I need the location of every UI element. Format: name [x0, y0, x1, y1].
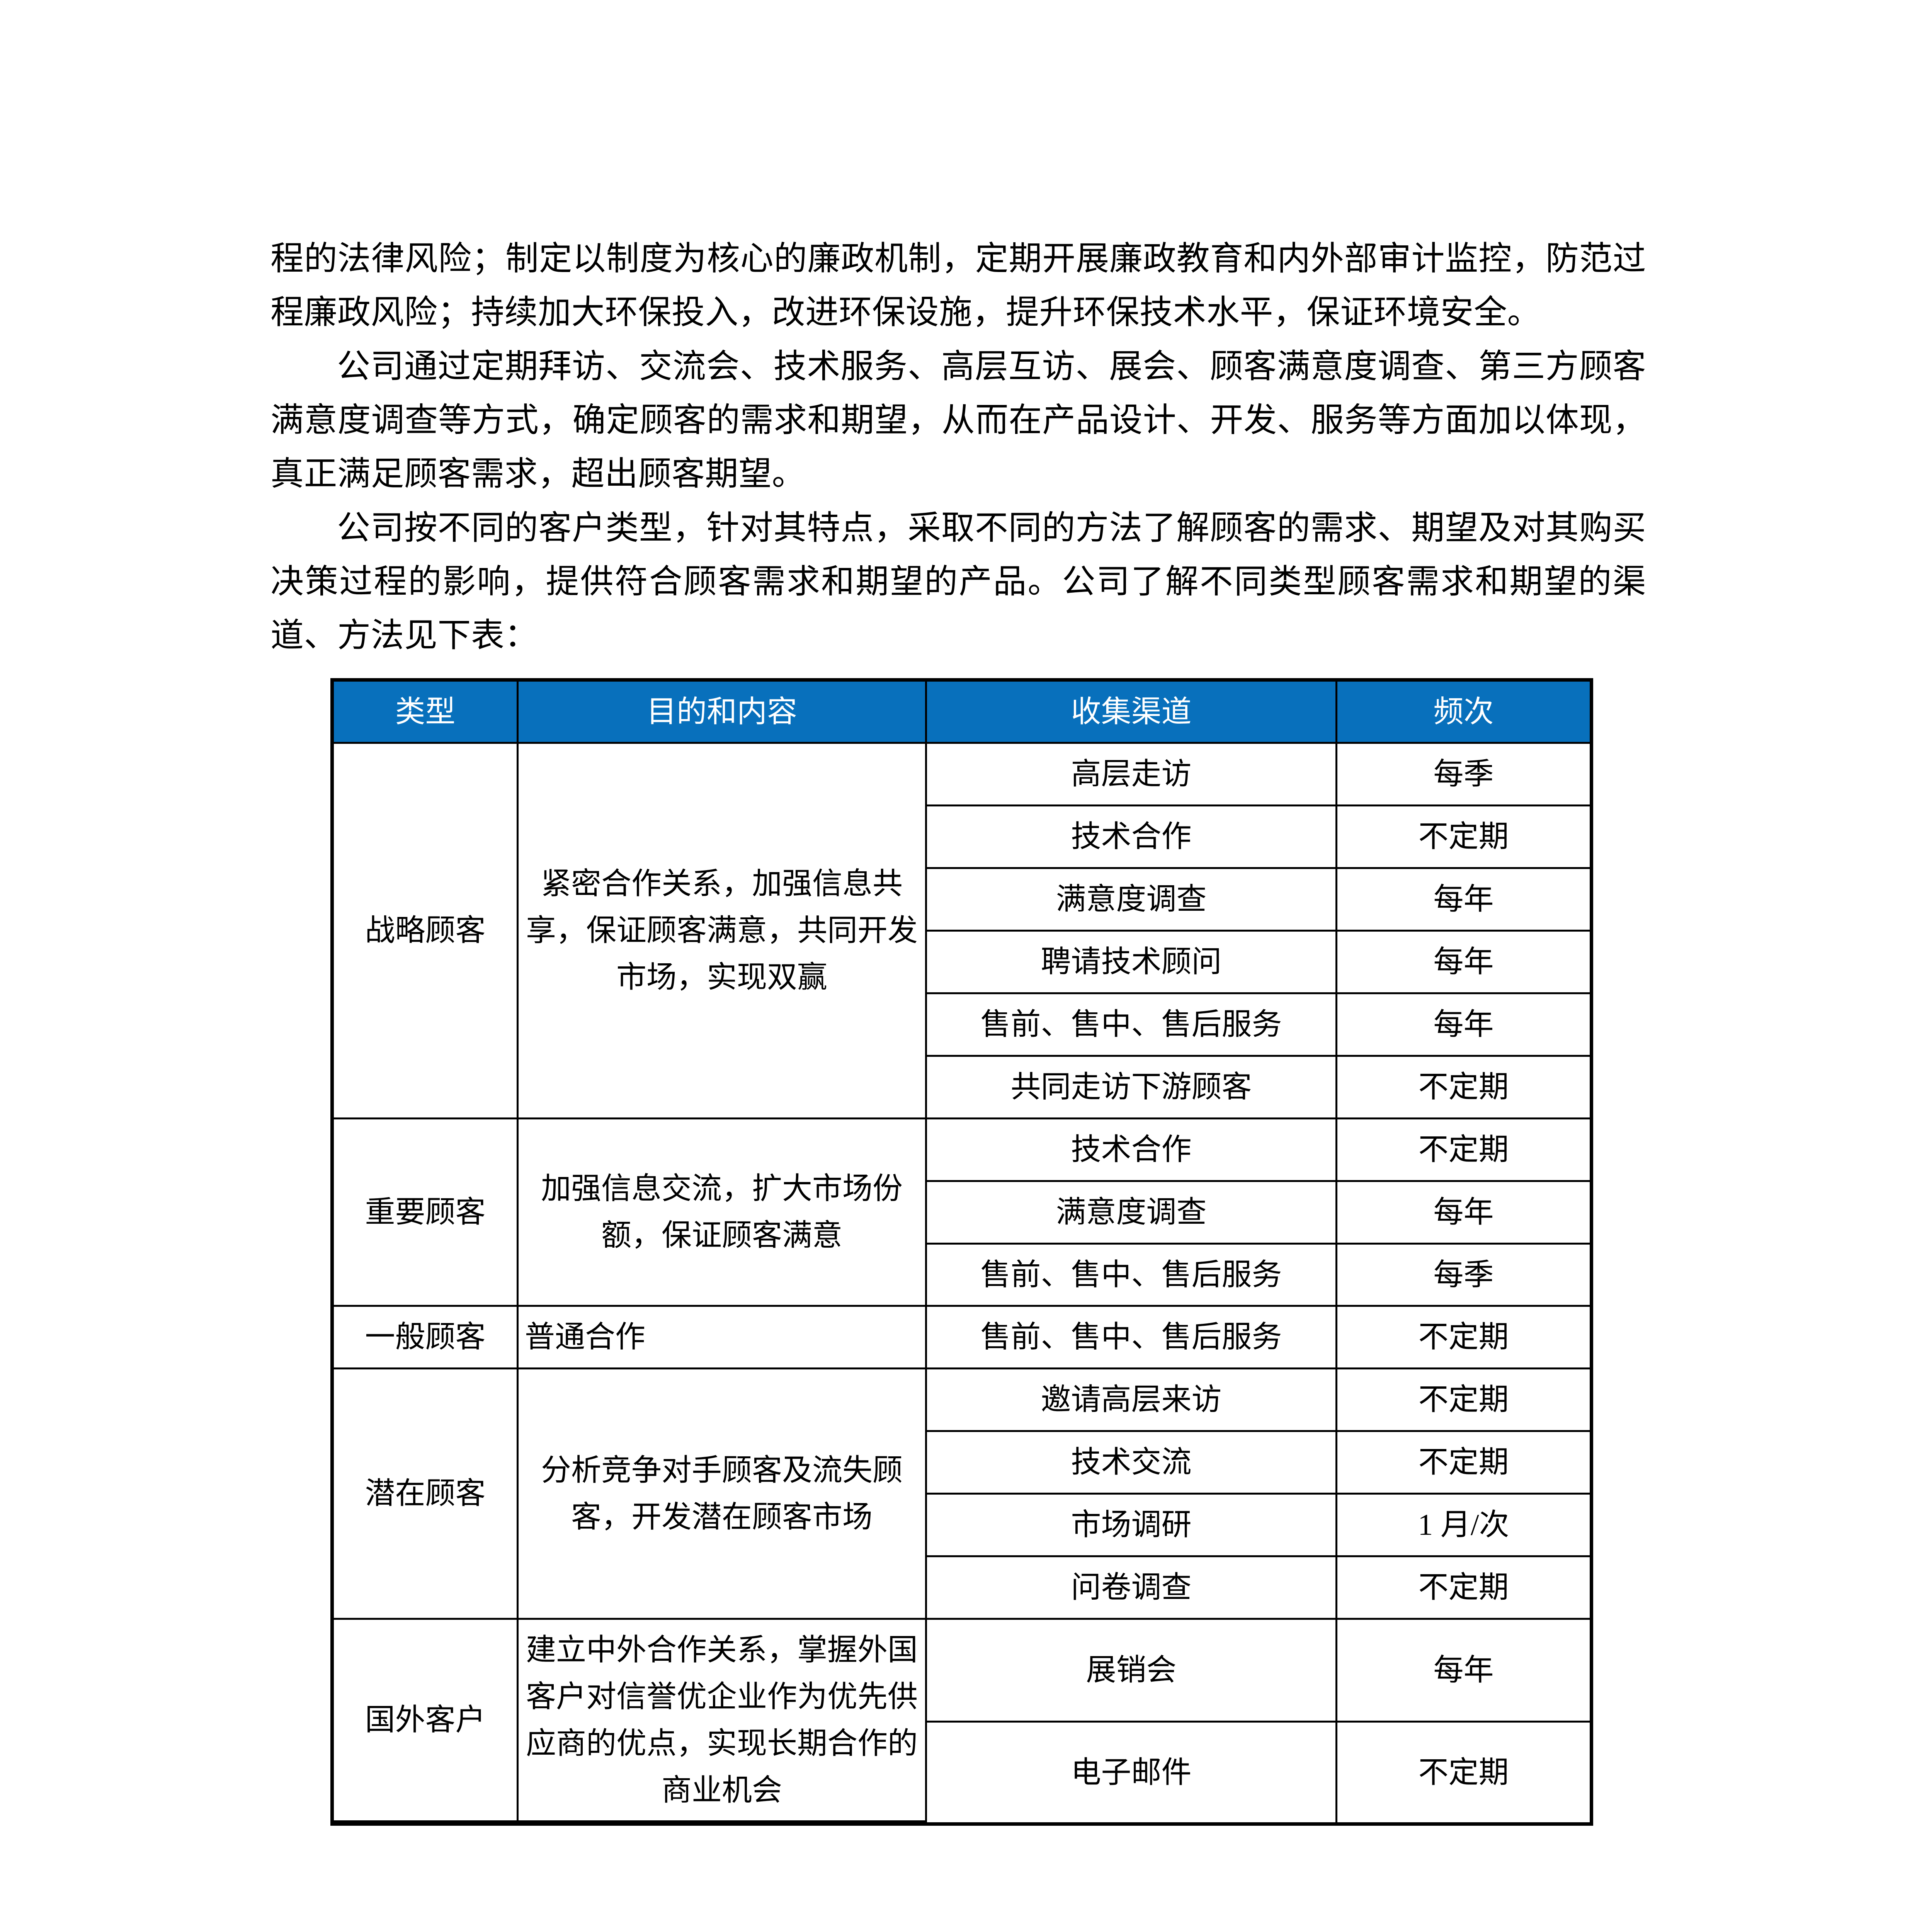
collection-channel-cell: 技术交流	[927, 1432, 1337, 1495]
collection-channel-cell: 展销会	[927, 1619, 1337, 1723]
frequency-cell: 不定期	[1418, 1755, 1509, 1789]
table-row: 重要顾客 加强信息交流，扩大市场份额，保证顾客满意 技术合作 不定期	[334, 1119, 1590, 1307]
customer-needs-table: 类型 目的和内容 收集渠道 频次 战略顾客 紧密合作关系，加强信息共享，保证顾客满…	[330, 678, 1593, 1826]
collection-channel-cell: 售前、售中、售后服务	[927, 1244, 1337, 1307]
table-row: 共同走访下游顾客 不定期	[334, 1056, 1590, 1119]
collection-channel-cell: 电子邮件	[927, 1723, 1337, 1823]
column-header-purpose: 目的和内容	[519, 681, 927, 744]
frequency-cell: 不定期	[1337, 1057, 1590, 1119]
collection-channel-cell: 售前、售中、售后服务	[927, 994, 1337, 1057]
collection-channel-cell: 共同走访下游顾客	[927, 1056, 1337, 1119]
collection-channel-cell: 市场调研	[927, 1495, 1337, 1557]
table-row: 聘请技术顾问 每年	[334, 932, 1590, 994]
customer-type-cell: 重要顾客	[334, 1119, 519, 1307]
paragraph-1: 程的法律风险；制定以制度为核心的廉政机制，定期开展廉政教育和内外部审计监控，防范…	[270, 240, 1646, 331]
frequency-cell: 每年	[1337, 932, 1590, 994]
collection-channel-cell: 问卷调查	[927, 1557, 1337, 1620]
frequency-cell: 不定期	[1337, 1369, 1590, 1432]
table-row: 战略顾客 紧密合作关系，加强信息共享，保证顾客满意，共同开发市场，实现双赢 高层走访…	[334, 744, 1590, 1119]
collection-channel-cell: 邀请高层来访	[927, 1369, 1337, 1432]
frequency-cell: 每季	[1337, 1245, 1590, 1307]
frequency-cell: 不定期	[1337, 1307, 1590, 1370]
table-row: 售前、售中、售后服务 每季	[334, 1244, 1590, 1307]
frequency-cell: 不定期	[1337, 1432, 1590, 1495]
frequency-cell: 每年	[1337, 1182, 1590, 1245]
frequency-cell: 不定期	[1337, 1557, 1590, 1620]
frequency-cell: 每年	[1337, 1620, 1590, 1723]
table-header-row: 类型 目的和内容 收集渠道 频次	[334, 681, 1590, 744]
frequency-cell: 不定期	[1337, 1119, 1590, 1182]
collection-channel-cell: 高层走访	[927, 744, 1337, 807]
table-row: 技术交流 不定期	[334, 1432, 1590, 1495]
page-content: 程的法律风险；制定以制度为核心的廉政机制，定期开展廉政教育和内外部审计监控，防范…	[270, 232, 1646, 1826]
customer-type-cell: 国外客户	[334, 1619, 519, 1823]
customer-needs-table-wrapper: 类型 目的和内容 收集渠道 频次 战略顾客 紧密合作关系，加强信息共享，保证顾客满…	[270, 678, 1646, 1826]
customer-type-cell: 潜在顾客	[334, 1369, 519, 1620]
purpose-content-cell: 分析竞争对手顾客及流失顾客，开发潜在顾客市场	[519, 1369, 927, 1620]
table-row: 市场调研 1 月/次	[334, 1495, 1590, 1557]
frequency-cell: 每季	[1337, 744, 1590, 807]
table-header: 类型 目的和内容 收集渠道 频次	[334, 681, 1590, 744]
collection-channel-cell: 售前、售中、售后服务	[927, 1307, 1337, 1370]
table-row: 售前、售中、售后服务 每年	[334, 994, 1590, 1057]
frequency-cell: 每年	[1337, 994, 1590, 1057]
customer-type-cell: 一般顾客	[334, 1307, 519, 1370]
table-row: 国外客户 建立中外合作关系，掌握外国客户对信誉优企业作为优先供应商的优点，实现长期…	[334, 1619, 1590, 1823]
collection-channel-cell: 满意度调查	[927, 1182, 1337, 1245]
table-row: 一般顾客 普通合作 售前、售中、售后服务 不定期	[334, 1307, 1590, 1370]
purpose-content-cell: 普通合作	[519, 1307, 927, 1370]
collection-channel-cell: 技术合作	[927, 806, 1337, 869]
collection-channel-cell: 聘请技术顾问	[927, 932, 1337, 994]
purpose-content-cell: 建立中外合作关系，掌握外国客户对信誉优企业作为优先供应商的优点，实现长期合作的商…	[519, 1619, 927, 1823]
table-row: 满意度调查 每年	[334, 1182, 1590, 1245]
frequency-cell: 每年	[1337, 869, 1590, 932]
frequency-cell: 1 月/次	[1337, 1495, 1590, 1557]
table-body: 战略顾客 紧密合作关系，加强信息共享，保证顾客满意，共同开发市场，实现双赢 高层走访…	[334, 744, 1590, 1823]
column-header-channel: 收集渠道	[927, 681, 1337, 744]
customer-type-cell: 战略顾客	[334, 744, 519, 1119]
column-header-frequency: 频次	[1337, 681, 1590, 744]
table-row: 问卷调查 不定期	[334, 1557, 1590, 1620]
table-row: 满意度调查 每年	[334, 869, 1590, 932]
collection-channel-cell: 技术合作	[927, 1119, 1337, 1182]
paragraph-2: 公司通过定期拜访、交流会、技术服务、高层互访、展会、顾客满意度调查、第三方顾客满…	[270, 347, 1646, 493]
column-header-type: 类型	[334, 681, 519, 744]
paragraph-3: 公司按不同的客户类型，针对其特点，采取不同的方法了解顾客的需求、期望及对其购买决…	[270, 509, 1646, 654]
frequency-cell: 不定期	[1337, 806, 1590, 869]
table-row: 潜在顾客 分析竞争对手顾客及流失顾客，开发潜在顾客市场 邀请高层来访 不定期	[334, 1369, 1590, 1620]
purpose-content-cell: 紧密合作关系，加强信息共享，保证顾客满意，共同开发市场，实现双赢	[519, 744, 927, 1119]
collection-channel-cell: 满意度调查	[927, 869, 1337, 932]
purpose-content-cell: 加强信息交流，扩大市场份额，保证顾客满意	[519, 1119, 927, 1307]
table-row: 电子邮件 不定期	[334, 1723, 1590, 1823]
table-row: 技术合作 不定期	[334, 806, 1590, 869]
